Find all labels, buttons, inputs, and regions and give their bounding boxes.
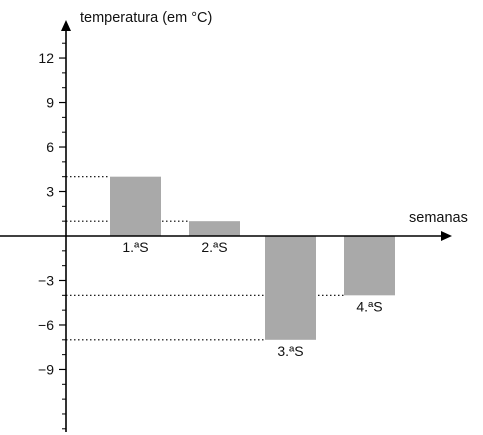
y-tick-label: 9 xyxy=(46,95,54,111)
y-axis-title: temperatura (em °C) xyxy=(80,10,212,26)
bar xyxy=(344,236,395,296)
x-axis-title: semanas xyxy=(409,210,468,226)
category-label: 4.ªS xyxy=(356,298,382,314)
y-axis-arrowhead xyxy=(61,20,71,31)
bar xyxy=(265,236,316,340)
category-label: 3.ªS xyxy=(277,343,303,359)
bar xyxy=(189,221,240,236)
axes-group xyxy=(0,20,452,432)
y-tick-label: −3 xyxy=(38,272,54,288)
bars-group xyxy=(110,176,395,340)
bar xyxy=(110,176,161,236)
x-axis-arrowhead xyxy=(441,231,452,241)
y-tick-labels: 12 9 6 3 −3 −6 −9 xyxy=(38,50,54,377)
y-ticks xyxy=(59,42,66,430)
y-tick-label: −6 xyxy=(38,317,54,333)
y-tick-label: −9 xyxy=(38,361,54,377)
y-tick-label: 6 xyxy=(46,139,54,155)
category-labels: 1.ªS 2.ªS 3.ªS 4.ªS xyxy=(122,239,382,359)
y-tick-label: 3 xyxy=(46,184,54,200)
category-label: 2.ªS xyxy=(201,239,227,255)
category-label: 1.ªS xyxy=(122,239,148,255)
y-tick-label: 12 xyxy=(38,50,54,66)
